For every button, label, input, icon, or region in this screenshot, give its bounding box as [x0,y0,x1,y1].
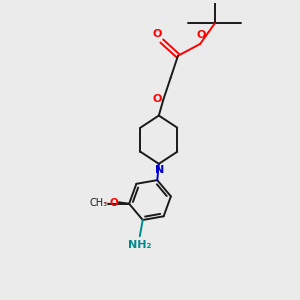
Text: O: O [196,30,206,40]
Text: NH₂: NH₂ [128,240,152,250]
Text: O: O [152,94,161,104]
Text: methoxy: methoxy [104,202,110,203]
Text: N: N [154,165,164,175]
Text: O: O [153,29,162,39]
Text: O: O [109,198,118,208]
Text: CH₃: CH₃ [90,198,108,208]
